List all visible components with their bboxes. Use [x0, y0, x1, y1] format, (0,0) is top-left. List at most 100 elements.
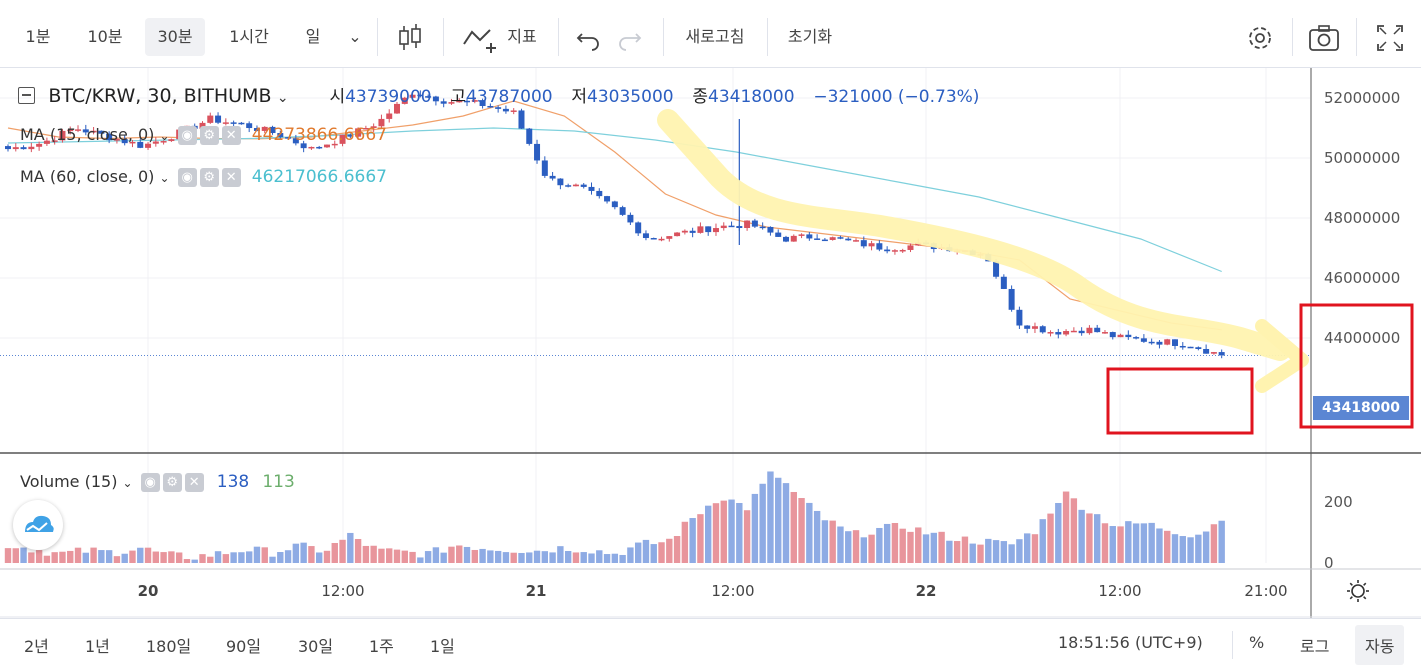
time-tick-label: 22 — [916, 582, 937, 600]
candle-body — [1008, 288, 1015, 310]
volume-bar — [409, 551, 416, 563]
auto-toggle[interactable]: 자동 — [1355, 625, 1405, 665]
interval-1min[interactable]: 1분 — [25, 27, 51, 46]
volume-bar — [813, 510, 821, 563]
redo-icon[interactable] — [614, 20, 650, 56]
eye-icon[interactable]: ◉ — [140, 473, 160, 492]
volume-bar — [1171, 534, 1179, 563]
interval-10min[interactable]: 10분 — [87, 27, 123, 46]
collapse-icon[interactable] — [18, 87, 35, 104]
symbol-title[interactable]: BTC/KRW, 30, BITHUMB — [48, 85, 272, 107]
eye-icon[interactable]: ◉ — [177, 126, 197, 145]
candle-body — [199, 122, 206, 129]
volume-bar — [1187, 537, 1194, 563]
volume-bar — [284, 550, 292, 563]
interval-1hour[interactable]: 1시간 — [229, 27, 269, 46]
chevron-down-icon[interactable]: ⌄ — [276, 90, 289, 106]
close-icon[interactable]: ✕ — [221, 168, 241, 187]
candle-body — [502, 108, 509, 112]
candlestick-icon[interactable] — [392, 20, 428, 56]
range-1y[interactable]: 1년 — [85, 637, 110, 656]
close-icon[interactable]: ✕ — [184, 473, 204, 492]
time-tick-label: 21:00 — [1244, 582, 1287, 600]
volume-bar — [899, 528, 906, 563]
candle-body — [674, 232, 681, 237]
highlight-box-candles — [1106, 367, 1254, 435]
eye-icon[interactable]: ◉ — [177, 168, 197, 187]
logo-icon[interactable] — [13, 500, 63, 550]
camera-icon[interactable] — [1306, 20, 1342, 56]
chevron-down-icon[interactable]: ⌄ — [159, 171, 170, 185]
ma60-label[interactable]: MA (60, close, 0) — [20, 167, 155, 186]
candle-body — [518, 110, 525, 129]
volume-bar — [448, 546, 455, 563]
volume-bar — [1031, 534, 1039, 563]
range-1w[interactable]: 1주 — [369, 637, 394, 656]
volume-label[interactable]: Volume (15) — [20, 472, 118, 491]
candle-body — [106, 133, 113, 141]
volume-bar — [767, 471, 774, 563]
gear-icon[interactable]: ⚙ — [199, 168, 219, 187]
volume-bar — [1164, 530, 1171, 563]
interval-30min[interactable]: 30분 — [145, 18, 205, 56]
fullscreen-icon[interactable] — [1372, 20, 1408, 56]
reset-button[interactable]: 초기화 — [787, 27, 833, 46]
interval-day[interactable]: 일 — [305, 27, 321, 46]
volume-bar — [1055, 502, 1062, 563]
volume-bar — [829, 520, 836, 563]
volume-bar — [339, 539, 346, 563]
ma15-label[interactable]: MA (15, close, 0) — [20, 125, 155, 144]
gear-icon[interactable]: ⚙ — [199, 126, 219, 145]
range-90d[interactable]: 90일 — [226, 637, 262, 656]
chevron-down-icon[interactable]: ⌄ — [159, 129, 170, 143]
chevron-down-icon[interactable]: ⌄ — [122, 476, 133, 490]
candle-body — [300, 143, 307, 149]
range-30d[interactable]: 30일 — [298, 637, 334, 656]
volume-bar — [113, 556, 121, 563]
volume-bar — [393, 549, 401, 563]
candle-body — [370, 126, 377, 128]
volume-bar — [370, 545, 377, 563]
range-180d[interactable]: 180일 — [146, 637, 192, 656]
volume-bar — [129, 550, 136, 563]
candle-body — [277, 133, 284, 138]
volume-bar — [580, 552, 587, 563]
candle-body — [113, 139, 120, 141]
candle-body — [712, 228, 719, 233]
indicators-button[interactable]: 지표 — [507, 27, 537, 46]
volume-bar — [852, 530, 860, 563]
close-icon[interactable]: ✕ — [221, 126, 241, 145]
percent-toggle[interactable]: % — [1249, 633, 1265, 652]
candle-body — [487, 106, 494, 108]
refresh-button[interactable]: 새로고침 — [685, 27, 745, 46]
volume-bar — [743, 510, 751, 563]
divider — [1292, 18, 1293, 56]
candle-body — [907, 245, 914, 250]
candle-body — [75, 129, 82, 131]
divider — [663, 18, 664, 56]
volume-bar — [596, 550, 603, 563]
volume-bar — [705, 505, 712, 563]
price-tick-label: 52000000 — [1324, 89, 1400, 107]
indicators-icon[interactable] — [460, 18, 496, 54]
time-tick-label: 20 — [138, 582, 159, 600]
range-1d[interactable]: 1일 — [430, 637, 455, 656]
undo-icon[interactable] — [574, 20, 610, 56]
volume-bar — [883, 523, 891, 563]
gear-icon[interactable]: ⚙ — [162, 473, 182, 492]
volume-bar — [806, 502, 813, 563]
volume-bar — [751, 493, 759, 563]
candle-body — [759, 226, 766, 229]
volume-bar — [1156, 528, 1163, 563]
price-chart[interactable]: 52000000 50000000 48000000 46000000 44000000… — [0, 68, 1421, 618]
log-toggle[interactable]: 로그 — [1300, 637, 1330, 656]
range-2y[interactable]: 2년 — [24, 637, 49, 656]
interval-dropdown[interactable]: ⌄ — [340, 18, 370, 56]
settings-gear-icon[interactable] — [1242, 20, 1278, 56]
ma15-legend: MA (15, close, 0) ⌄ ◉ ⚙ ✕ 44273866.6667 — [20, 125, 387, 145]
clock-time[interactable]: 18:51:56 (UTC+9) — [1058, 633, 1203, 652]
volume-bar — [922, 534, 930, 563]
brightness-icon[interactable] — [1347, 580, 1369, 602]
volume-bar — [1210, 524, 1218, 563]
candle-body — [67, 129, 74, 132]
